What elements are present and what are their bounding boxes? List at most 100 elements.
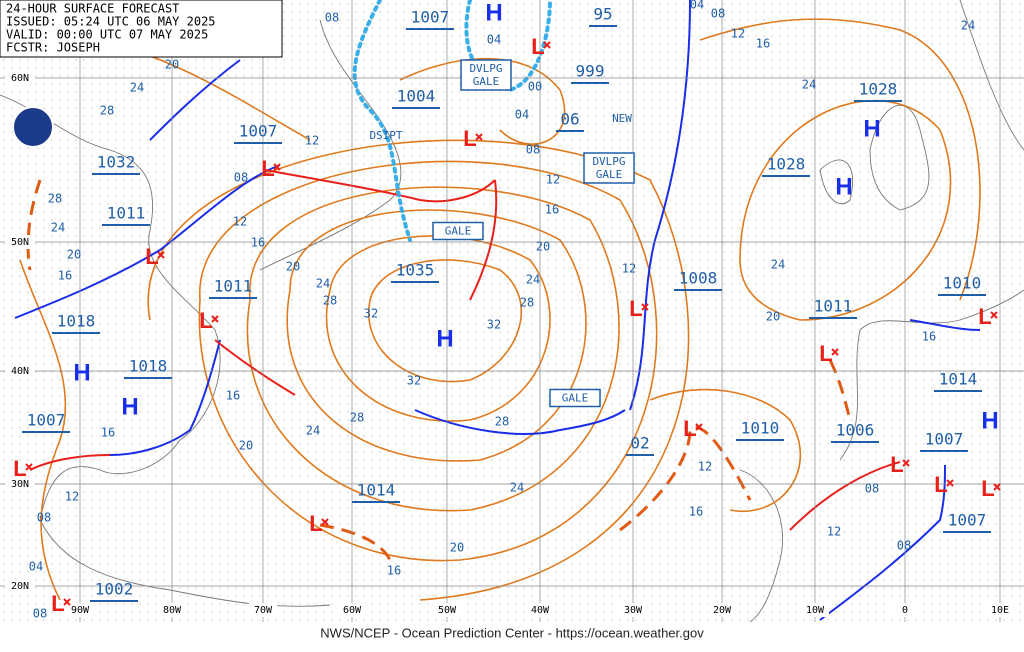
isobar-label: 12	[305, 134, 319, 148]
low-cross	[157, 251, 165, 259]
longitude-label: 70W	[254, 605, 273, 616]
low-center: L	[145, 244, 158, 269]
pressure-value: 999	[576, 62, 605, 81]
isobar-label: 24	[51, 221, 65, 235]
isobar-label: 12	[827, 525, 841, 539]
isobar-label: 08	[234, 171, 248, 185]
isobar-label: 12	[65, 490, 79, 504]
pressure-value: 1007	[411, 8, 450, 27]
boxed-label: GALE	[596, 168, 623, 181]
isobar-label: 16	[756, 37, 770, 51]
low-center: L	[531, 34, 544, 59]
pressure-value: 1014	[939, 370, 978, 389]
longitude-label: 60W	[343, 605, 362, 616]
high-center: H	[436, 325, 453, 352]
low-center: L	[819, 341, 832, 366]
longitude-label-box	[619, 603, 647, 617]
low-center: L	[261, 156, 274, 181]
isobar-label: 08	[325, 11, 339, 25]
isobar-label: 08	[33, 607, 47, 621]
longitude-label-box	[249, 603, 277, 617]
latitude-label-box	[5, 364, 35, 378]
low-center: L	[13, 456, 26, 481]
low-cross	[695, 423, 703, 431]
isobar-label: 28	[100, 104, 114, 118]
longitude-label: 50W	[438, 605, 457, 616]
high-center: H	[73, 359, 90, 386]
isobar-label: 12	[233, 215, 247, 229]
isobar-label: 04	[515, 108, 529, 122]
pressure-value: 1011	[814, 297, 853, 316]
longitude-label: 0	[902, 605, 908, 616]
isobar-label: 20	[165, 58, 179, 72]
low-center: L	[934, 472, 947, 497]
note-label: DSIPT	[369, 129, 402, 142]
low-cross	[946, 479, 954, 487]
isobar-label: 16	[689, 505, 703, 519]
pressure-value: 1010	[741, 419, 780, 438]
isobar-label: 28	[48, 192, 62, 206]
low-cross	[321, 518, 329, 526]
isobar-label: 28	[520, 296, 534, 310]
pressure-value: 1014	[357, 481, 396, 500]
label-box	[432, 221, 484, 241]
header-line: VALID: 00:00 UTC 07 MAY 2025	[6, 28, 208, 42]
isobar-label: 20	[450, 541, 464, 555]
low-center: L	[683, 416, 696, 441]
low-center: L	[51, 591, 64, 616]
isobar-label: 24	[306, 424, 320, 438]
low-cross	[990, 311, 998, 319]
note-label: NEW	[612, 112, 632, 125]
boxed-label: DVLPG	[469, 62, 502, 75]
pressure-value: 1010	[943, 274, 982, 293]
isobar-label: 16	[251, 236, 265, 250]
pressure-value: 1007	[239, 122, 278, 141]
isobar-label: 32	[364, 307, 378, 321]
isobar-label: 12	[698, 460, 712, 474]
longitude-label-box	[708, 603, 736, 617]
pressure-value: 1008	[679, 269, 718, 288]
pressure-value: 1032	[97, 153, 136, 172]
isobar-label: 08	[526, 143, 540, 157]
boxed-label: GALE	[473, 75, 500, 88]
isobar-label: 04	[487, 33, 501, 47]
isobars	[19, 18, 981, 601]
latitude-label: 50N	[11, 237, 29, 248]
isobar-label: 16	[226, 389, 240, 403]
pressure-value: 1004	[397, 87, 436, 106]
longitude-label-box	[66, 603, 94, 617]
high-center: H	[981, 407, 998, 434]
isobar-label: 24	[961, 19, 975, 33]
isobar-label: 20	[239, 439, 253, 453]
low-center: L	[309, 511, 322, 536]
boxed-label: DVLPG	[592, 155, 625, 168]
isobar-label: 20	[67, 248, 81, 262]
noaa-logo	[12, 106, 54, 148]
high-center: H	[121, 393, 138, 420]
footer-band	[0, 622, 1024, 652]
pressure-value: 1011	[214, 277, 253, 296]
isobar-label: 04	[29, 560, 43, 574]
longitude-label-box	[986, 603, 1014, 617]
boxed-label: GALE	[445, 225, 472, 238]
pressure-value: 1028	[767, 155, 806, 174]
longitude-label-box	[801, 603, 829, 617]
header-line: ISSUED: 05:24 UTC 06 MAY 2025	[6, 15, 216, 29]
isobar-label: 24	[316, 277, 330, 291]
isobar-label: 24	[130, 81, 144, 95]
low-cross	[475, 133, 483, 141]
pressure-value: 1002	[95, 580, 134, 599]
low-cross	[211, 315, 219, 323]
latitude-label-box	[5, 235, 35, 249]
low-center: L	[463, 126, 476, 151]
longitude-label-box	[433, 603, 461, 617]
low-cross	[543, 41, 551, 49]
header-line: 24-HOUR SURFACE FORECAST	[6, 2, 179, 16]
low-center: L	[199, 308, 212, 333]
latitude-label: 40N	[11, 366, 29, 377]
label-box	[583, 152, 635, 184]
longitude-label-box	[158, 603, 186, 617]
high-center: H	[835, 173, 852, 200]
isobar-label: 12	[731, 27, 745, 41]
